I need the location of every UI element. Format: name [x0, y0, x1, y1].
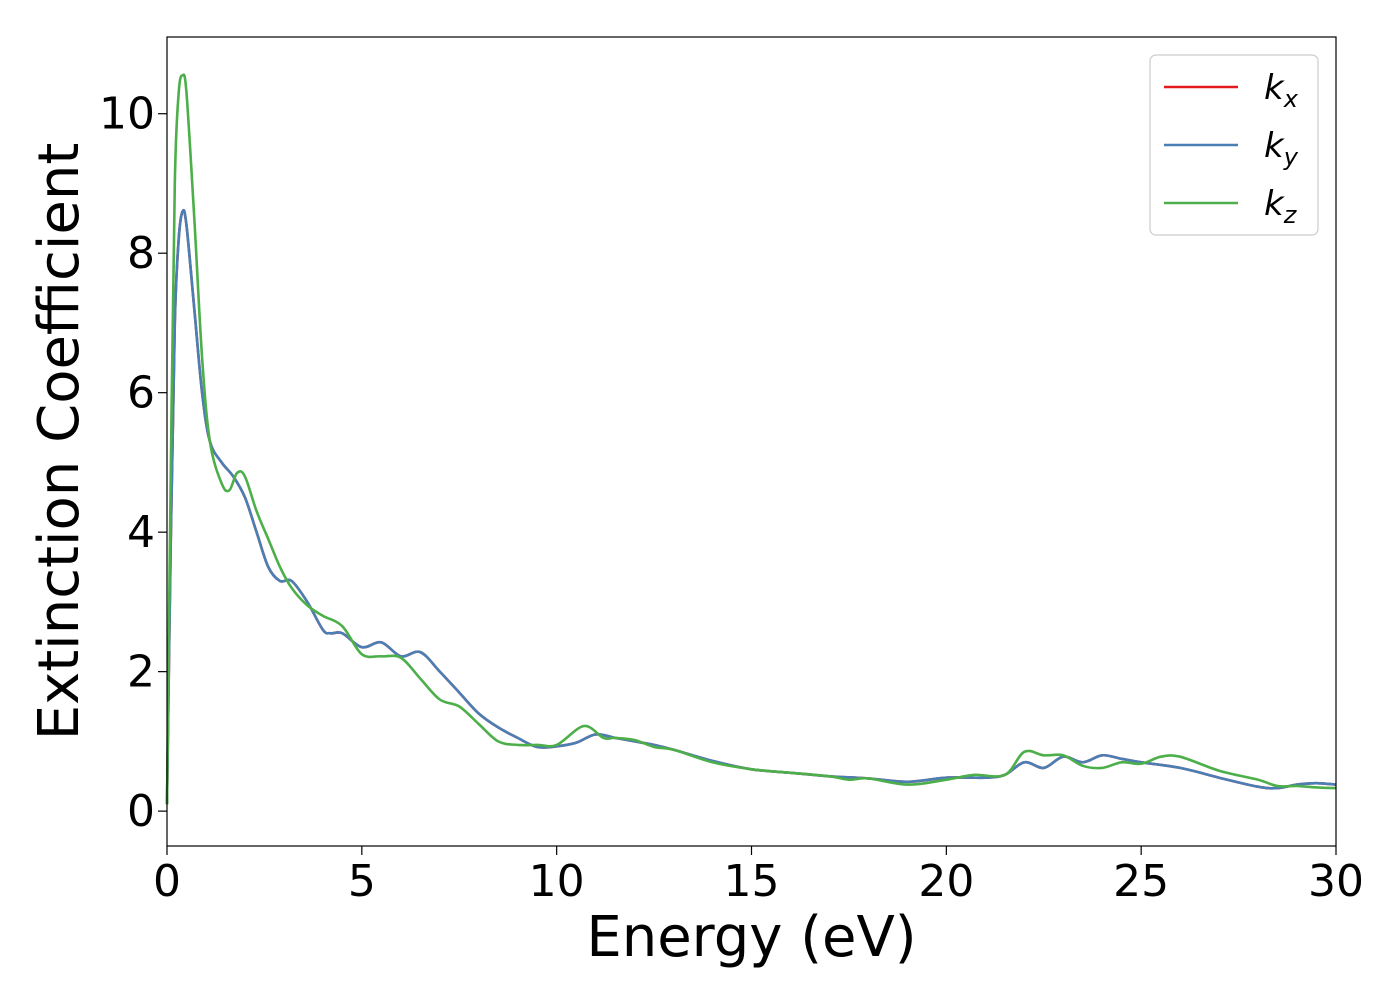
y-axis-title: Extinction Coefficient [27, 143, 92, 741]
legend-label-z: kz [1264, 184, 1298, 229]
ticks-layer: 0 5 10 15 20 25 30 0 2 4 6 8 10 [99, 89, 1364, 907]
y-tick-label: 2 [127, 647, 155, 698]
x-tick-label: 15 [724, 856, 780, 907]
legend-label-y: ky [1264, 126, 1299, 171]
legend: kx ky kz [1149, 54, 1319, 236]
x-tick-label: 20 [918, 856, 974, 907]
y-tick-label: 8 [127, 228, 155, 279]
x-tick-label: 10 [529, 856, 585, 907]
x-tick-label: 5 [348, 856, 376, 907]
y-tick-label: 10 [99, 89, 155, 140]
series-line-y [165, 208, 1337, 805]
x-tick-label: 25 [1113, 856, 1169, 907]
series-line-x [165, 208, 1337, 805]
series-layer [165, 73, 1337, 805]
series-line-z [165, 73, 1337, 805]
x-tick-label: 0 [153, 856, 181, 907]
y-tick-label: 4 [127, 507, 155, 558]
x-tick-label: 30 [1308, 856, 1364, 907]
y-tick-label: 0 [127, 786, 155, 837]
x-axis-title: Energy (eV) [586, 905, 916, 970]
y-tick-label: 6 [127, 368, 155, 419]
legend-label-x: kx [1264, 68, 1299, 113]
